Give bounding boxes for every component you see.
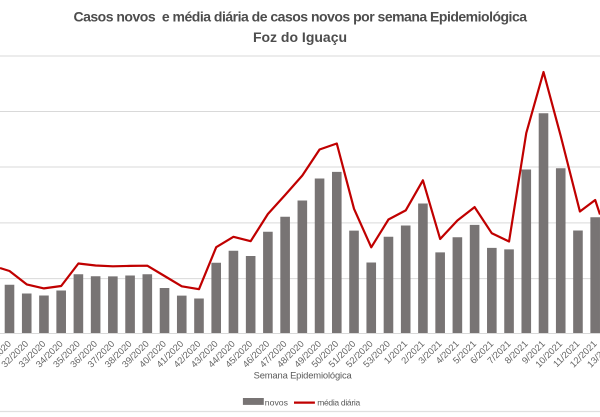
svg-text:Casos novos e média diária de: Casos novos e média diária de casos novo… [73, 9, 527, 25]
svg-text:média diária: média diária [317, 397, 360, 407]
svg-text:Foz do Iguaçu: Foz do Iguaçu [253, 29, 347, 45]
svg-text:Semana Epidemiológica: Semana Epidemiológica [254, 370, 353, 381]
svg-text:novos: novos [265, 397, 289, 407]
